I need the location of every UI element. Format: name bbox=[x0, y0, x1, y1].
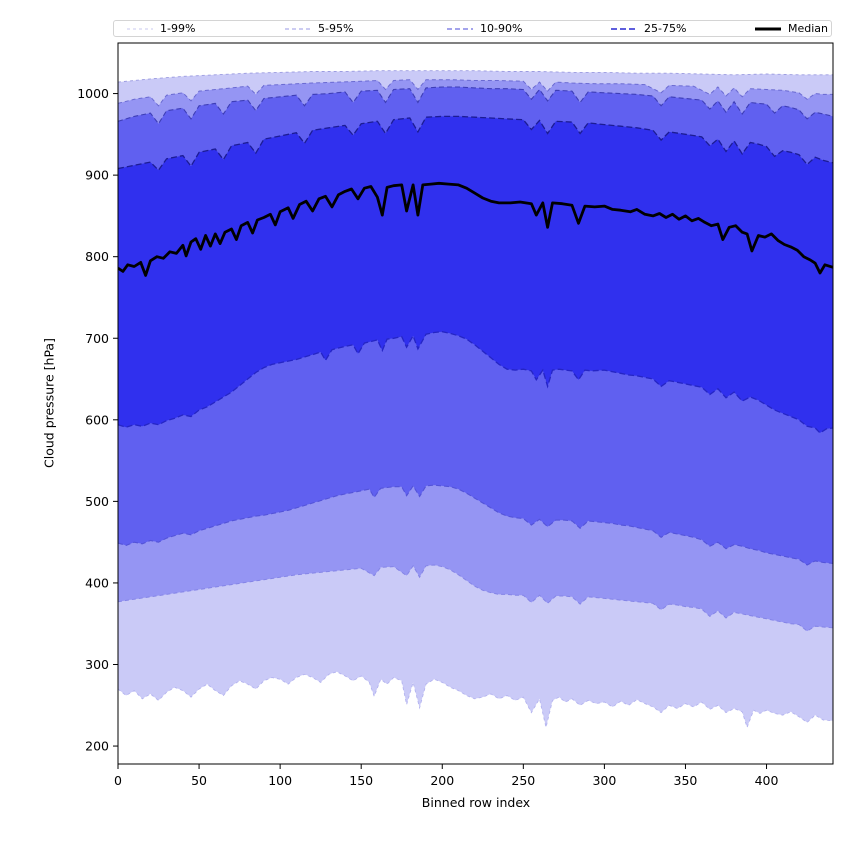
x-tick-label: 0 bbox=[114, 773, 122, 788]
legend-line-median-icon bbox=[755, 27, 781, 30]
band-upper-edge-25-75% bbox=[118, 115, 833, 172]
x-tick-label: 350 bbox=[674, 773, 698, 788]
legend-line-25-75-icon bbox=[611, 27, 637, 30]
band-lower-edge-5-95% bbox=[118, 564, 833, 632]
x-tick-label: 400 bbox=[755, 773, 779, 788]
band-upper-edge-5-95% bbox=[118, 79, 833, 107]
legend-item-5-95: 5-95% bbox=[284, 20, 353, 37]
legend-item-median: Median bbox=[754, 20, 828, 37]
x-tick-label: 250 bbox=[511, 773, 535, 788]
legend-line-5-95-icon bbox=[285, 27, 311, 30]
legend-label: 1-99% bbox=[160, 22, 196, 35]
band-area-25-75% bbox=[118, 116, 833, 433]
legend-line-10-90-icon bbox=[447, 27, 473, 30]
y-tick-label: 1000 bbox=[77, 86, 109, 101]
x-tick-label: 300 bbox=[592, 773, 616, 788]
legend-label: 5-95% bbox=[318, 22, 354, 35]
x-tick-label: 200 bbox=[430, 773, 454, 788]
band-upper-edge-1-99% bbox=[118, 70, 833, 83]
median-line bbox=[118, 181, 833, 277]
x-axis-title: Binned row index bbox=[421, 795, 531, 810]
y-tick-label: 200 bbox=[85, 739, 109, 754]
y-axis-title: Cloud pressure [hPa] bbox=[41, 338, 57, 468]
band-upper-edge-10-90% bbox=[118, 86, 833, 125]
y-tick-label: 800 bbox=[85, 249, 109, 264]
y-tick-label: 400 bbox=[85, 575, 109, 590]
legend-label: 10-90% bbox=[480, 22, 523, 35]
legend-label: Median bbox=[788, 22, 829, 35]
y-tick-label: 600 bbox=[85, 412, 109, 427]
legend-box: 1-99% 5-95% 10-90% 25-75% Median bbox=[113, 20, 832, 37]
band-lower-edge-25-75% bbox=[118, 331, 833, 434]
legend-label: 25-75% bbox=[644, 22, 687, 35]
y-tick-label: 900 bbox=[85, 168, 109, 183]
legend-item-25-75: 25-75% bbox=[610, 20, 686, 37]
band-lower-edge-1-99% bbox=[118, 671, 833, 729]
band-lower-edge-10-90% bbox=[118, 484, 833, 566]
legend-line-1-99-icon bbox=[127, 28, 153, 29]
legend-item-10-90: 10-90% bbox=[446, 20, 522, 37]
y-tick-label: 500 bbox=[85, 494, 109, 509]
x-tick-label: 150 bbox=[349, 773, 373, 788]
y-tick-label: 300 bbox=[85, 657, 109, 672]
plot-border bbox=[117, 42, 834, 765]
legend-item-1-99: 1-99% bbox=[126, 20, 195, 37]
x-tick-label: 100 bbox=[268, 773, 292, 788]
y-tick-label: 700 bbox=[85, 331, 109, 346]
x-tick-label: 50 bbox=[191, 773, 207, 788]
